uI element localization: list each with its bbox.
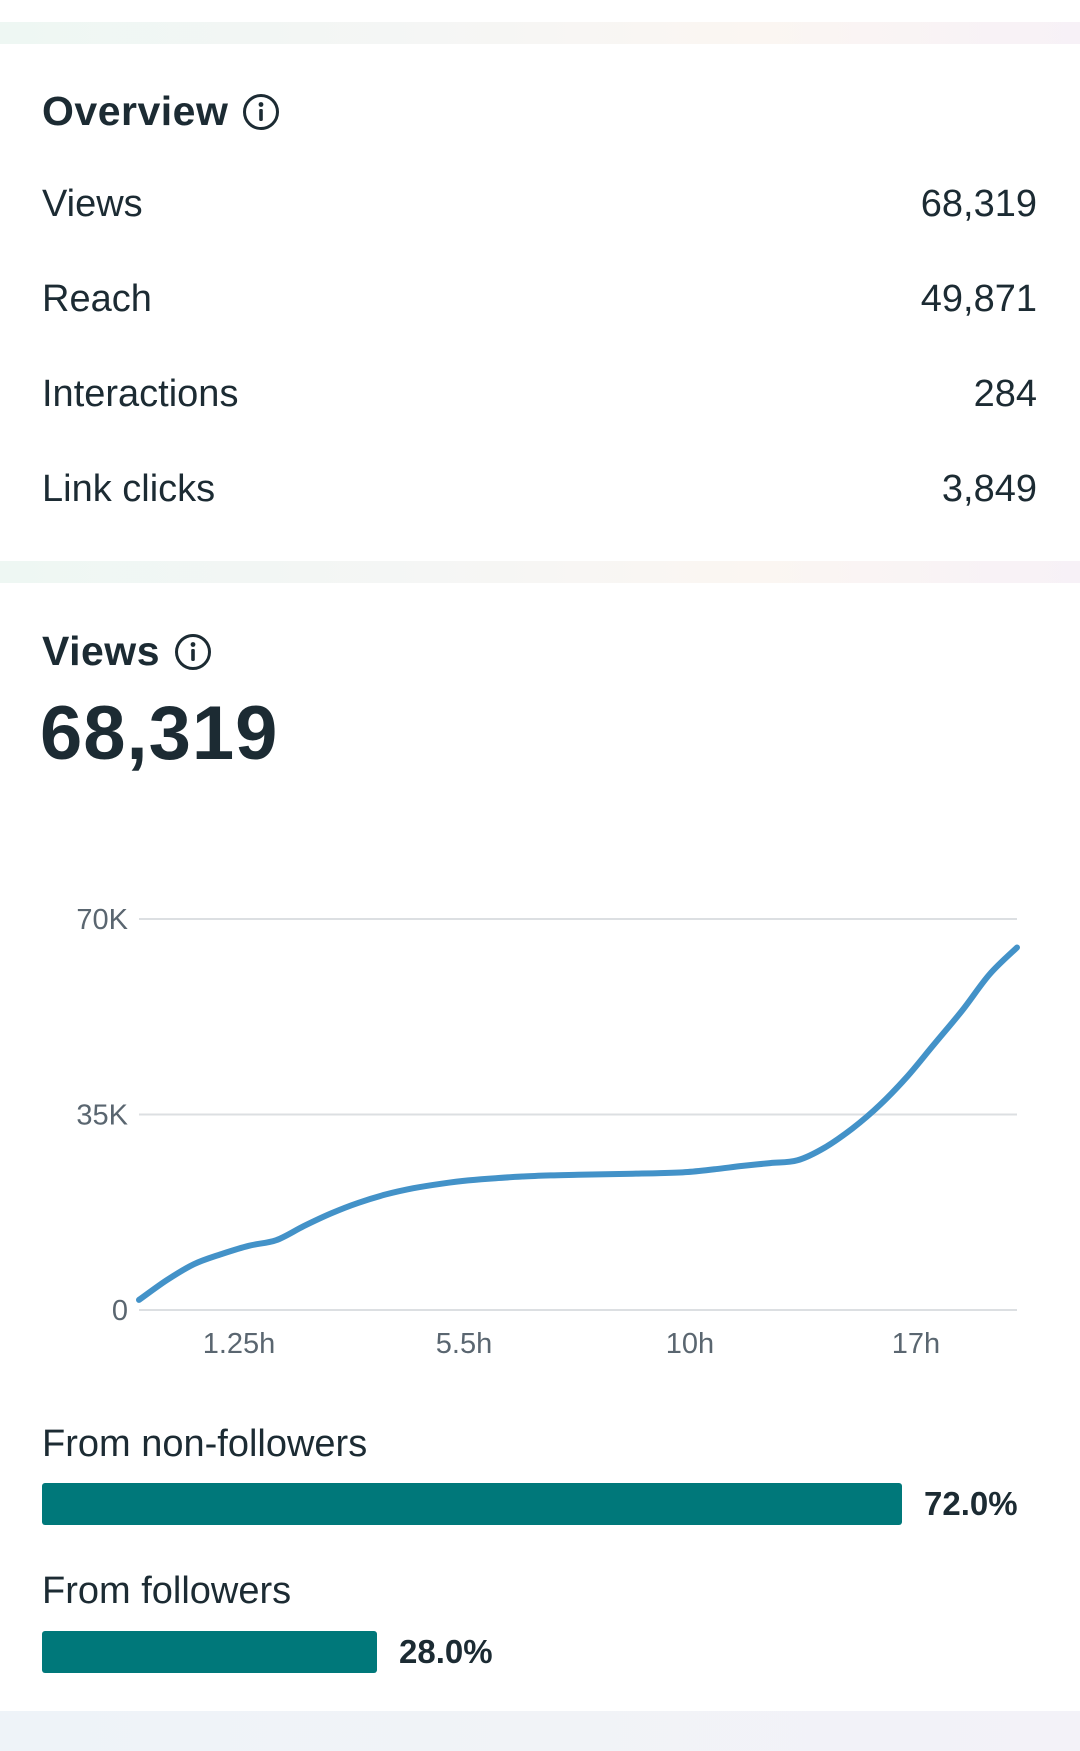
breakdown-bar — [42, 1631, 377, 1673]
overview-row-value: 3,849 — [941, 468, 1037, 510]
views-title: Views — [42, 628, 212, 675]
section-divider-bottom — [0, 1711, 1080, 1751]
overview-row: Interactions 284 — [42, 373, 1037, 416]
views-series-line — [136, 944, 1020, 1303]
x-tick-label: 17h — [892, 1328, 940, 1360]
y-tick-label: 0 — [112, 1295, 128, 1327]
overview-row-value: 68,319 — [920, 183, 1037, 225]
x-tick-label: 10h — [666, 1328, 714, 1360]
overview-row-label: Reach — [42, 278, 152, 320]
breakdown-label: From followers — [42, 1570, 292, 1612]
overview-row: Views 68,319 — [42, 183, 1037, 226]
y-tick-label: 70K — [76, 904, 128, 936]
views-title-text: Views — [42, 628, 160, 674]
overview-title-text: Overview — [42, 88, 229, 134]
section-divider-top — [0, 22, 1080, 44]
overview-row: Link clicks 3,849 — [42, 468, 1037, 511]
overview-row-value: 49,871 — [920, 278, 1037, 320]
overview-row-label: Views — [42, 183, 143, 225]
breakdown-bar-fill — [42, 1631, 377, 1673]
views-total: 68,319 — [40, 691, 279, 776]
breakdown-bar — [42, 1483, 902, 1525]
overview-row-value: 284 — [973, 373, 1037, 415]
breakdown-label: From non-followers — [42, 1423, 368, 1465]
info-icon[interactable] — [242, 93, 280, 131]
x-tick-label: 1.25h — [203, 1328, 276, 1360]
overview-row-label: Link clicks — [42, 468, 216, 510]
breakdown-bar-fill — [42, 1483, 902, 1525]
views-line-chart: 0 35K 70K 1.25h 5.5h 10h 17h — [76, 904, 1020, 1360]
y-tick-label: 35K — [76, 1100, 128, 1132]
overview-title: Overview — [42, 88, 280, 135]
breakdown-percent: 72.0% — [924, 1485, 1018, 1522]
overview-row-label: Interactions — [42, 373, 239, 415]
info-icon[interactable] — [174, 633, 212, 671]
overview-row: Reach 49,871 — [42, 278, 1037, 321]
section-divider-middle — [0, 561, 1080, 583]
breakdown-percent: 28.0% — [399, 1633, 493, 1670]
x-tick-label: 5.5h — [436, 1328, 492, 1360]
